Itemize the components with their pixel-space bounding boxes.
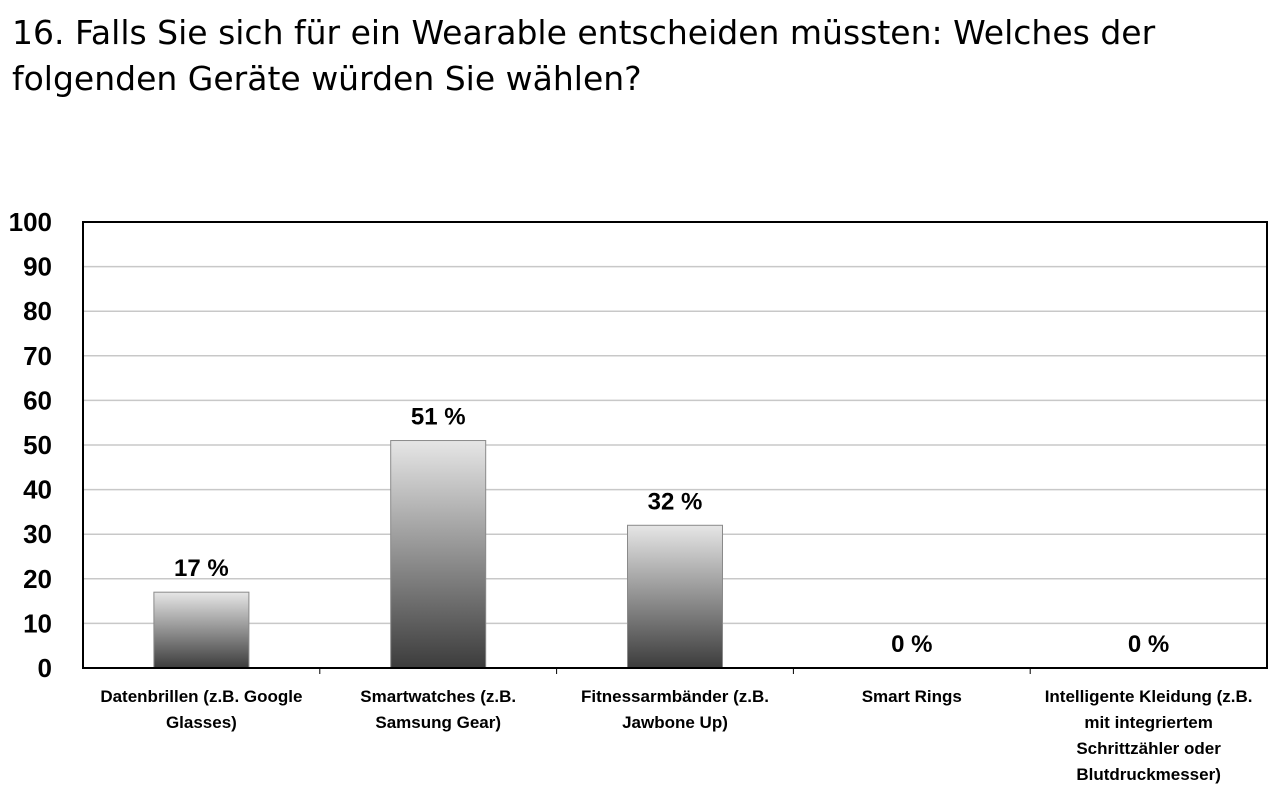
x-category-label: Fitnessarmbänder (z.B. Jawbone Up) (581, 687, 769, 732)
y-tick-label: 0 (38, 653, 52, 683)
bars (153, 440, 723, 669)
data-label: 51 % (411, 404, 466, 431)
y-axis-ticks: 0 10 20 30 40 50 60 70 80 90 100 (9, 207, 52, 683)
x-category-label: Intelligente Kleidung (z.B. mit integrie… (1044, 687, 1253, 784)
y-tick-label: 10 (23, 608, 52, 638)
y-tick-label: 80 (23, 296, 52, 326)
x-category-label: Smart Rings (861, 687, 962, 706)
x-category-label: Datenbrillen (z.B. Google Glasses) (100, 687, 303, 732)
y-tick-label: 70 (23, 341, 52, 371)
y-tick-label: 60 (23, 385, 52, 415)
data-labels: 17 % 51 % 32 % 0 % 0 % (174, 404, 1169, 658)
chart-title: 16. Falls Sie sich für ein Wearable ents… (12, 13, 1156, 98)
data-label: 17 % (174, 555, 229, 582)
data-label: 0 % (891, 631, 932, 658)
y-tick-label: 30 (23, 519, 52, 549)
y-tick-label: 50 (23, 430, 52, 460)
y-tick-label: 20 (23, 564, 52, 594)
bar-2 (627, 524, 723, 669)
bar-0 (153, 591, 250, 669)
y-tick-label: 40 (23, 475, 52, 505)
data-label: 0 % (1128, 631, 1169, 658)
data-label: 32 % (648, 488, 703, 515)
y-tick-label: 90 (23, 252, 52, 282)
x-category-label: Smartwatches (z.B. Samsung Gear) (360, 687, 517, 732)
bar-1 (390, 440, 487, 669)
plot-area-frame (82, 221, 1268, 669)
y-tick-label: 100 (9, 207, 52, 237)
